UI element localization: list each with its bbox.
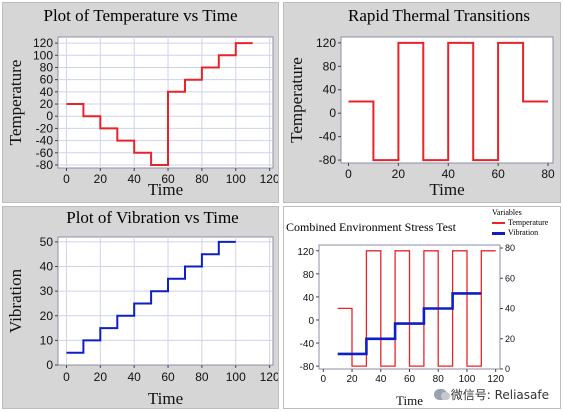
legend-title: Variables <box>492 208 522 217</box>
y-tick-label: 0 <box>308 316 314 327</box>
plot-area <box>340 36 554 164</box>
y-tick-label: 20 <box>40 97 54 111</box>
y2-tick-label: 80 <box>505 243 515 253</box>
x-tick-label: 100 <box>459 374 476 385</box>
y-tick-label: 80 <box>303 270 315 281</box>
rapid-thermal-chart: 0 20 40 60 80 -80 -40 0 40 80 120 Time Temperature <box>287 36 555 199</box>
y-tick-label: 10 <box>40 333 54 347</box>
chart-title: Plot of Temperature vs Time <box>43 6 238 25</box>
chart-title: Combined Environment Stress Test <box>286 220 456 234</box>
chart-legend: Variables Temperature Vibration <box>492 208 548 238</box>
series-0-line <box>348 41 548 162</box>
y-tick-label: -40 <box>300 339 315 350</box>
series-0-line <box>66 42 253 166</box>
y-tick-label: -40 <box>36 134 54 148</box>
x-tick-label: 120 <box>487 374 504 385</box>
y-tick-label: 30 <box>40 284 54 298</box>
legend-item-vibration: Vibration <box>492 228 548 238</box>
x-tick-label: 20 <box>346 374 358 385</box>
x-tick-label: 60 <box>404 374 416 385</box>
y-tick-label: -80 <box>319 153 337 167</box>
combined-stress-chart: 0 20 40 60 80 100 120-80-4004080120020406080Ti… <box>297 243 515 408</box>
x-tick-label: 0 <box>345 167 352 181</box>
legend-swatch-vibration <box>492 231 505 235</box>
y-tick-label: 0 <box>46 358 53 372</box>
vibration-line <box>337 292 482 356</box>
x-tick-label: 20 <box>392 167 406 181</box>
x-tick-label: 80 <box>195 172 209 186</box>
chart-panel-temperature: Plot of Temperature vs Time 0 20 40 60 80 100… <box>2 2 279 203</box>
y-tick-label: -80 <box>36 158 54 172</box>
y-axis-label: Temperature <box>287 57 306 143</box>
y-tick-label: 80 <box>40 60 54 74</box>
y-tick-label: 0 <box>46 109 53 123</box>
y-tick-label: -60 <box>36 146 54 160</box>
x-tick-label: 0 <box>321 374 327 385</box>
x-tick-label: 120 <box>260 172 279 186</box>
x-tick-label: 0 <box>63 172 70 186</box>
legend-item-temperature: Temperature <box>492 218 548 228</box>
y-tick-label: 80 <box>323 59 337 73</box>
y-tick-label: -80 <box>300 362 315 373</box>
y-tick-label: 100 <box>33 48 53 62</box>
chart-title: Rapid Thermal Transitions <box>348 6 530 25</box>
chart-panel-vibration: Plot of Vibration vs Time 0 20 40 60 80 100 12… <box>2 206 279 409</box>
y-tick-label: 120 <box>33 36 53 50</box>
y2-tick-label: 60 <box>505 273 515 283</box>
series-0-line <box>66 240 236 354</box>
y-axis-label: Temperature <box>6 60 25 146</box>
x-tick-label: 120 <box>260 370 279 384</box>
y-tick-label: 40 <box>323 83 337 97</box>
y-tick-label: -40 <box>319 130 337 144</box>
x-axis-label: Time <box>396 393 423 408</box>
y2-tick-label: 40 <box>505 304 515 314</box>
x-tick-label: 80 <box>433 374 445 385</box>
y-tick-label: 40 <box>303 293 315 304</box>
y2-tick-label: 0 <box>505 364 510 374</box>
y-tick-label: 0 <box>329 106 336 120</box>
x-tick-label: 100 <box>226 172 246 186</box>
temperature-chart: 0 20 40 60 80 100 120-80-60-40-200204060801001… <box>6 36 279 199</box>
y-axis-label: Vibration <box>6 268 25 333</box>
watermark-text: 微信号: Reliasafe <box>450 388 549 402</box>
y-tick-label: 50 <box>40 235 54 249</box>
legend-label: Temperature <box>508 218 549 227</box>
x-tick-label: 60 <box>161 172 175 186</box>
wechat-icon <box>433 389 450 400</box>
x-tick-label: 60 <box>161 370 175 384</box>
vibration-chart: 0 20 40 60 80 100 120 0 10 20 30 40 50 Time Vibration <box>6 235 279 408</box>
y-tick-label: 60 <box>40 73 54 87</box>
x-axis-label: Time <box>148 180 183 199</box>
y2-tick-label: 20 <box>505 334 515 344</box>
chart-panel-combined: Combined Environment Stress Test 0 20 40 60… <box>283 206 561 409</box>
plot-area <box>57 36 274 169</box>
y-tick-label: 40 <box>40 260 54 274</box>
y-tick-label: -20 <box>36 121 54 135</box>
watermark: 微信号: Reliasafe <box>429 385 553 404</box>
x-tick-label: 80 <box>195 370 209 384</box>
x-tick-label: 40 <box>375 374 387 385</box>
x-tick-label: 60 <box>491 167 505 181</box>
y-tick-label: 120 <box>297 247 314 258</box>
x-axis-label: Time <box>148 389 183 408</box>
y-tick-label: 120 <box>316 36 336 50</box>
x-tick-label: 0 <box>63 370 70 384</box>
chart-panel-rapid-thermal: Rapid Thermal Transitions 0 20 40 60 80 -80 -4… <box>283 2 561 203</box>
x-tick-label: 100 <box>226 370 246 384</box>
x-tick-label: 40 <box>442 167 456 181</box>
x-tick-label: 40 <box>128 172 142 186</box>
x-tick-label: 40 <box>128 370 142 384</box>
legend-swatch-temperature <box>492 222 505 224</box>
plot-area <box>57 236 274 366</box>
x-axis-label: Time <box>429 180 464 199</box>
x-tick-label: 80 <box>541 167 555 181</box>
chart-title: Plot of Vibration vs Time <box>66 208 239 227</box>
y-tick-label: 20 <box>40 309 54 323</box>
x-tick-label: 20 <box>94 370 108 384</box>
temperature-line <box>337 250 496 367</box>
y-tick-label: 40 <box>40 85 54 99</box>
legend-label: Vibration <box>508 228 539 237</box>
x-tick-label: 20 <box>94 172 108 186</box>
